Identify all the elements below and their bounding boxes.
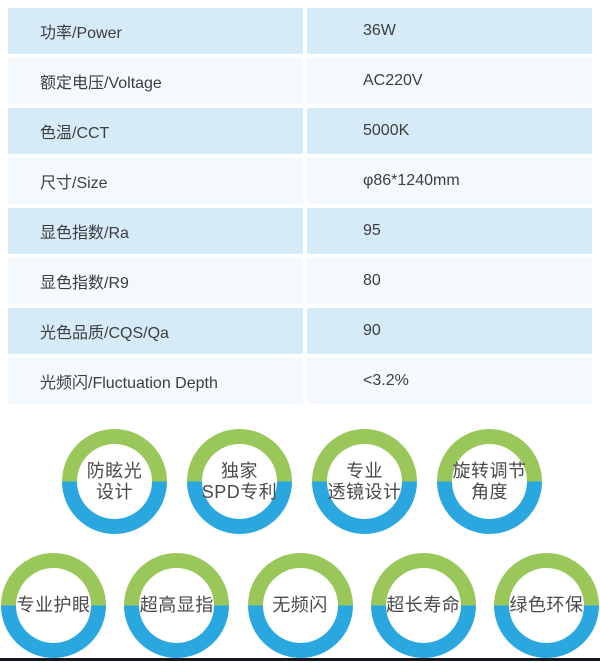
spec-value: 80 — [307, 258, 592, 304]
bottom-divider-bar — [0, 658, 600, 661]
badge-high-cri: 超高显指 — [124, 553, 230, 658]
spec-label: 显色指数/Ra — [8, 208, 303, 254]
badge-ring-icon — [139, 568, 215, 643]
badge-spd-patent: 独家 SPD专利 — [187, 429, 292, 534]
badge-ring-icon — [385, 568, 461, 643]
feature-badges-row-1: 防眩光 设计 独家 SPD专利 专业 透镜设计 旋转调节 角度 — [0, 429, 600, 534]
spec-value: φ86*1240mm — [307, 158, 592, 204]
badge-ring-icon — [16, 568, 91, 643]
badge-label-line: 防眩光 — [86, 460, 143, 481]
badge-label-line: 独家 — [221, 460, 258, 481]
spec-label: 额定电压/Voltage — [8, 58, 303, 104]
spec-label: 光色品质/CQS/Qa — [8, 308, 303, 354]
badge-ring-icon — [327, 444, 402, 519]
table-row: 额定电压/Voltage AC220V — [8, 58, 592, 104]
badge-label-line: 设计 — [96, 481, 133, 502]
spec-label: 显色指数/R9 — [8, 258, 303, 304]
spec-value: <3.2% — [307, 358, 592, 404]
spec-value: 90 — [307, 308, 592, 354]
table-row: 光频闪/Fluctuation Depth <3.2% — [8, 358, 592, 404]
badge-label: 超高显指 — [124, 553, 229, 658]
badge-ring-icon — [202, 444, 277, 519]
badge-label-line: 旋转调节 — [452, 460, 527, 481]
table-row: 显色指数/Ra 95 — [8, 208, 592, 254]
table-row: 色温/CCT 5000K — [8, 108, 592, 154]
spec-label: 光频闪/Fluctuation Depth — [8, 358, 303, 404]
badge-label: 专业护眼 — [1, 553, 106, 658]
spec-label: 功率/Power — [8, 8, 303, 54]
table-row: 功率/Power 36W — [8, 8, 592, 54]
badge-lens-design: 专业 透镜设计 — [312, 429, 417, 534]
badge-label: 专业 透镜设计 — [312, 429, 417, 534]
badge-ring-icon — [262, 568, 338, 643]
table-row: 显色指数/R9 80 — [8, 258, 592, 304]
table-row: 尺寸/Size φ86*1240mm — [8, 158, 592, 204]
spec-value: AC220V — [307, 58, 592, 104]
badge-label-line: 绿色环保 — [509, 595, 584, 615]
badge-label: 独家 SPD专利 — [187, 429, 292, 534]
badge-label: 绿色环保 — [494, 553, 599, 658]
spec-value: 95 — [307, 208, 592, 254]
feature-badges-row-2: 专业护眼 超高显指 无频闪 超长寿命 绿色环保 — [0, 553, 600, 658]
badge-ring-icon — [77, 444, 152, 519]
badge-label-line: 专业护眼 — [16, 595, 91, 615]
badge-label-line: SPD专利 — [201, 481, 278, 502]
badge-label-line: 超高显指 — [139, 595, 214, 615]
spec-label: 色温/CCT — [8, 108, 303, 154]
badge-rotate-adjust: 旋转调节 角度 — [437, 429, 542, 534]
spec-table: 功率/Power 36W 额定电压/Voltage AC220V 色温/CCT … — [8, 8, 592, 404]
badge-label-line: 专业 — [346, 460, 383, 481]
badge-label: 防眩光 设计 — [62, 429, 167, 534]
badge-ring-icon — [509, 568, 584, 643]
badge-label-line: 角度 — [471, 481, 508, 502]
spec-value: 36W — [307, 8, 592, 54]
badge-eco-friendly: 绿色环保 — [494, 553, 599, 658]
badge-long-life: 超长寿命 — [370, 553, 476, 658]
table-row: 光色品质/CQS/Qa 90 — [8, 308, 592, 354]
badge-anti-glare: 防眩光 设计 — [62, 429, 167, 534]
badge-label: 旋转调节 角度 — [437, 429, 542, 534]
badge-label: 超长寿命 — [371, 553, 476, 658]
badge-label-line: 无频闪 — [272, 595, 328, 615]
badge-eye-protection: 专业护眼 — [1, 553, 106, 658]
badge-flicker-free: 无频闪 — [247, 553, 353, 658]
badge-label-line: 超长寿命 — [386, 595, 461, 615]
badge-ring-icon — [452, 444, 527, 519]
badge-label: 无频闪 — [248, 553, 353, 658]
badge-label-line: 透镜设计 — [327, 481, 402, 502]
spec-value: 5000K — [307, 108, 592, 154]
spec-label: 尺寸/Size — [8, 158, 303, 204]
